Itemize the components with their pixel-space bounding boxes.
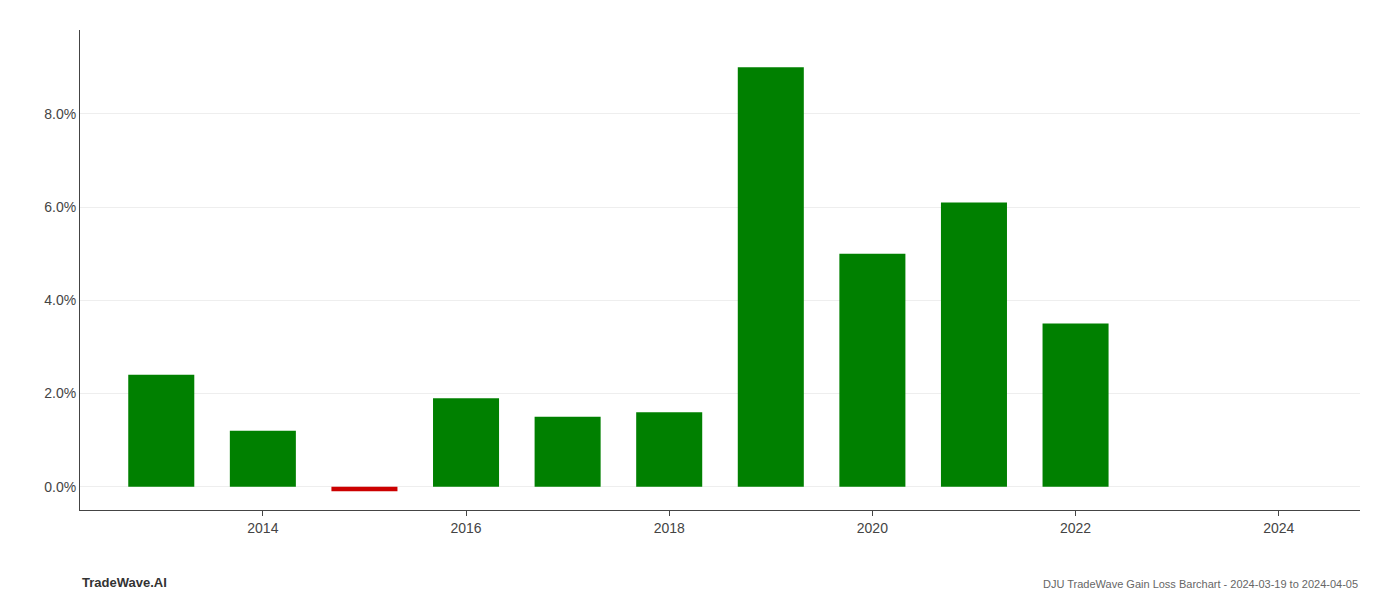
svg-text:TradeWave.AI: TradeWave.AI (82, 575, 167, 590)
svg-text:DJU TradeWave Gain Loss Barcha: DJU TradeWave Gain Loss Barchart - 2024-… (1043, 578, 1358, 590)
svg-text:2.0%: 2.0% (44, 385, 76, 401)
svg-text:2014: 2014 (247, 520, 278, 536)
svg-text:2016: 2016 (450, 520, 481, 536)
svg-text:2018: 2018 (654, 520, 685, 536)
svg-text:2024: 2024 (1263, 520, 1294, 536)
svg-text:8.0%: 8.0% (44, 106, 76, 122)
svg-text:6.0%: 6.0% (44, 199, 76, 215)
svg-text:2020: 2020 (857, 520, 888, 536)
svg-text:0.0%: 0.0% (44, 479, 76, 495)
svg-text:2022: 2022 (1060, 520, 1091, 536)
svg-text:4.0%: 4.0% (44, 292, 76, 308)
